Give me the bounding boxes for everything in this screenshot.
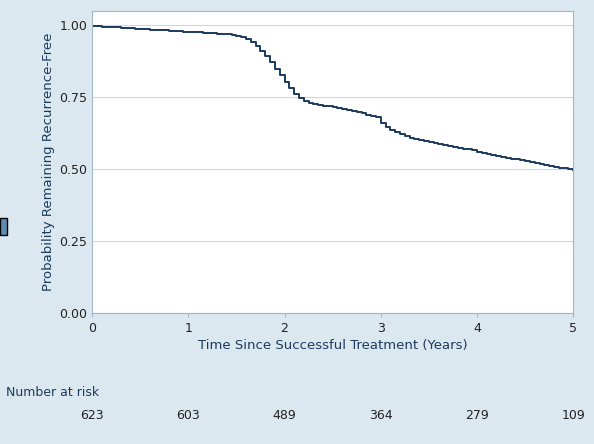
Text: 279: 279 — [465, 408, 489, 422]
Text: 364: 364 — [369, 408, 393, 422]
Text: 603: 603 — [176, 408, 200, 422]
Text: 489: 489 — [273, 408, 296, 422]
Text: 623: 623 — [80, 408, 104, 422]
Y-axis label: Probability Remaining Recurrence-Free: Probability Remaining Recurrence-Free — [42, 33, 55, 291]
Text: 109: 109 — [561, 408, 585, 422]
X-axis label: Time Since Successful Treatment (Years): Time Since Successful Treatment (Years) — [198, 339, 467, 352]
Text: Number at risk: Number at risk — [6, 386, 99, 400]
